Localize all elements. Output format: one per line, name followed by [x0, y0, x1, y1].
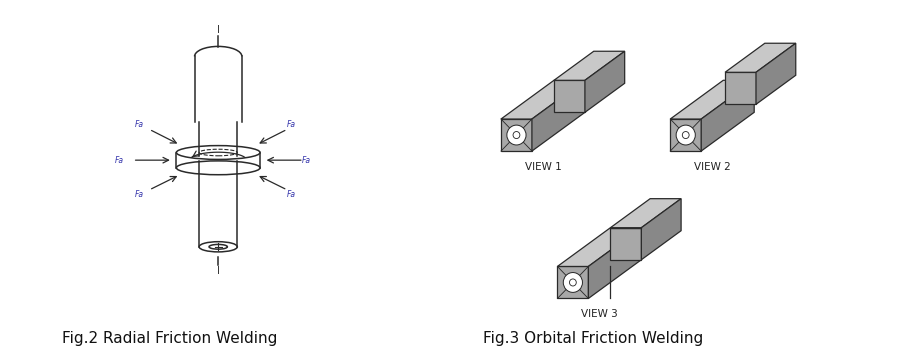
Text: Fa: Fa — [115, 156, 124, 165]
Text: Fa: Fa — [287, 190, 296, 199]
Text: Fa: Fa — [287, 120, 296, 129]
Polygon shape — [554, 80, 584, 112]
Polygon shape — [554, 51, 625, 80]
Polygon shape — [557, 228, 641, 266]
Polygon shape — [532, 80, 584, 151]
Polygon shape — [725, 72, 756, 104]
Ellipse shape — [682, 131, 689, 139]
Text: Fig.2 Radial Friction Welding: Fig.2 Radial Friction Welding — [61, 331, 277, 346]
Ellipse shape — [676, 125, 695, 145]
Polygon shape — [670, 119, 701, 151]
Polygon shape — [641, 199, 681, 260]
Text: VIEW 2: VIEW 2 — [694, 162, 731, 172]
Text: VIEW 3: VIEW 3 — [581, 309, 618, 319]
Polygon shape — [725, 43, 796, 72]
Ellipse shape — [507, 125, 526, 145]
Polygon shape — [588, 228, 641, 298]
Text: Fa: Fa — [302, 156, 311, 165]
Ellipse shape — [563, 273, 583, 292]
Polygon shape — [584, 51, 625, 112]
Text: Fig.3 Orbital Friction Welding: Fig.3 Orbital Friction Welding — [483, 331, 703, 346]
Polygon shape — [501, 80, 584, 119]
Polygon shape — [611, 199, 681, 228]
Polygon shape — [557, 266, 588, 298]
Text: Fa: Fa — [134, 190, 143, 199]
Text: I: I — [216, 25, 220, 35]
Polygon shape — [501, 119, 532, 151]
Polygon shape — [611, 228, 641, 260]
Polygon shape — [756, 43, 796, 104]
Text: VIEW 1: VIEW 1 — [525, 162, 561, 172]
Text: I: I — [216, 266, 220, 276]
Polygon shape — [670, 80, 754, 119]
Polygon shape — [701, 80, 754, 151]
Text: Fa: Fa — [134, 120, 143, 129]
Ellipse shape — [513, 131, 520, 139]
Ellipse shape — [569, 279, 576, 286]
